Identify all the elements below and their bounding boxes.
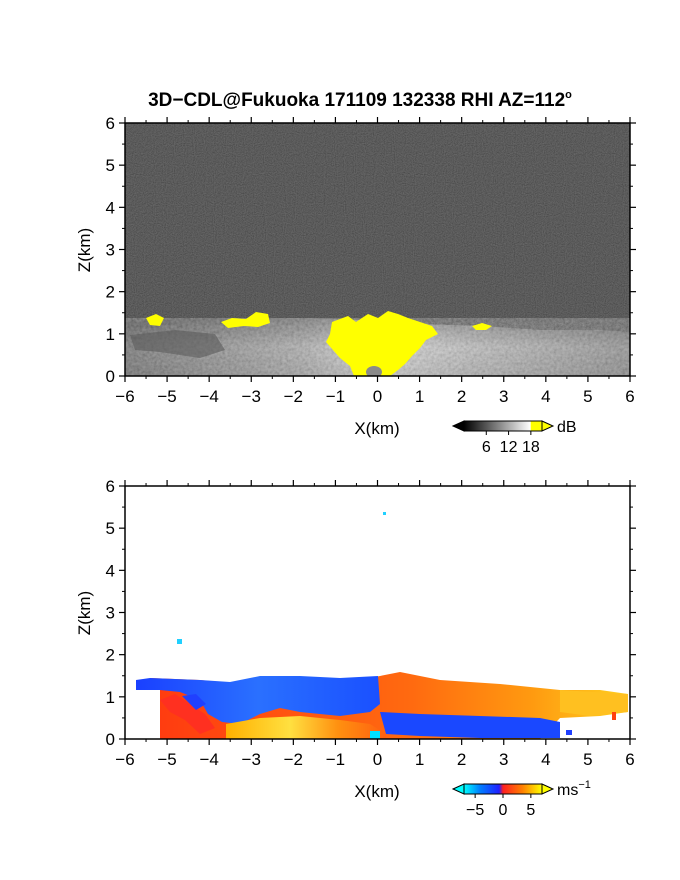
cyan-speck-high	[177, 639, 182, 644]
reflectivity-colorbar-unit: dB	[557, 419, 577, 436]
figure-title: 3D−CDL@Fukuoka 171109 132338 RHI AZ=112o	[148, 89, 572, 111]
negative-velocity-region	[136, 676, 380, 724]
reflectivity-xtick-label: −6	[115, 387, 134, 406]
title-degree-sup: o	[565, 89, 572, 101]
velocity-axes: −6 −5 −4 −3 −2 −1 0 1 2 3 4 5 6 0 1 2 3 4 5 6	[106, 477, 636, 769]
reflectivity-xtick-label: −2	[284, 387, 303, 406]
reflectivity-heatmap	[125, 123, 630, 376]
velocity-colorbar-max-arrow	[541, 783, 555, 795]
reflectivity-colorbar: 6 12 18 dB	[451, 419, 577, 456]
radar-site-gray	[366, 366, 382, 376]
velocity-xtick-label: 1	[415, 750, 424, 769]
left-echo-dark	[130, 330, 225, 358]
reflectivity-colorbar-tick-label: 6	[482, 439, 491, 456]
cyan-speck-surface	[370, 731, 380, 739]
reflectivity-ytick-label: 4	[106, 198, 115, 217]
velocity-colorbar: −5 0 5 ms−1	[451, 779, 591, 819]
negative-velocity-lower	[380, 712, 560, 738]
reflectivity-colorbar-max-arrow	[541, 420, 555, 432]
velocity-xtick-label: 2	[457, 750, 466, 769]
reflectivity-ytick-label: 6	[106, 114, 115, 133]
velocity-colorbar-tick-label: 0	[499, 802, 508, 819]
blue-speck-right	[566, 730, 572, 735]
mixed-velocity-left	[160, 694, 215, 734]
velocity-xtick-label: −1	[326, 750, 345, 769]
velocity-xtick-label: −6	[115, 750, 134, 769]
velocity-xtick-label: 3	[499, 750, 508, 769]
reflectivity-xtick-label: 6	[625, 387, 634, 406]
velocity-xtick-label: −2	[284, 750, 303, 769]
positive-velocity-top-right	[560, 690, 628, 716]
velocity-colorbar-unit-base: ms	[557, 782, 578, 799]
reflectivity-xtick-label: 0	[373, 387, 382, 406]
velocity-colorbar-unit: ms−1	[557, 779, 591, 799]
high-reflectivity-core	[326, 311, 438, 376]
reflectivity-xtick-label: 1	[415, 387, 424, 406]
velocity-colorbar-tick-label: 5	[526, 802, 535, 819]
reflectivity-ytick-label: 3	[106, 241, 115, 260]
velocity-colorbar-bar	[463, 783, 543, 795]
velocity-colorbar-ticks: −5 0 5	[466, 794, 535, 819]
reflectivity-ylabel: Z(km)	[75, 228, 94, 272]
reflectivity-colorbar-bar	[463, 420, 543, 432]
reflectivity-axes: −6 −5 −4 −3 −2 −1 0 1 2 3 4 5 6 0 1 2 3 4 5 6	[106, 114, 636, 406]
yellow-patch-mid	[221, 312, 270, 328]
velocity-xtick-label: −3	[242, 750, 261, 769]
velocity-colorbar-tick-label: −5	[466, 802, 484, 819]
reflectivity-colorbar-tick-label: 18	[522, 439, 540, 456]
yellow-patch-right	[472, 323, 492, 330]
velocity-ytick-label: 4	[106, 561, 115, 580]
figure-title-text: 3D−CDL@Fukuoka 171109 132338 RHI AZ=112	[148, 90, 565, 111]
velocity-panel: −6 −5 −4 −3 −2 −1 0 1 2 3 4 5 6 0 1 2 3 4 5 6 X(km) Z(km) −…	[75, 477, 636, 819]
reflectivity-xtick-label: −1	[326, 387, 345, 406]
reflectivity-xtick-label: −3	[242, 387, 261, 406]
reflectivity-xtick-label: −5	[157, 387, 176, 406]
velocity-xtick-label: 6	[625, 750, 634, 769]
velocity-colorbar-unit-exp: −1	[578, 779, 591, 791]
reflectivity-ytick-label: 5	[106, 156, 115, 175]
reflectivity-xlabel: X(km)	[354, 419, 399, 438]
reflectivity-xtick-label: 4	[541, 387, 550, 406]
reflectivity-colorbar-tick-label: 12	[500, 439, 518, 456]
velocity-ytick-label: 1	[106, 688, 115, 707]
yellow-patch-left	[146, 314, 164, 326]
reflectivity-ytick-label: 2	[106, 283, 115, 302]
velocity-xlabel: X(km)	[354, 782, 399, 801]
cyan-speck-top	[383, 512, 386, 515]
velocity-xtick-label: 0	[373, 750, 382, 769]
velocity-colorbar-min-arrow	[451, 783, 465, 795]
velocity-ylabel: Z(km)	[75, 591, 94, 635]
velocity-ytick-label: 0	[106, 730, 115, 749]
velocity-ytick-label: 5	[106, 519, 115, 538]
near-surface-velocity	[226, 716, 386, 739]
velocity-xtick-label: 4	[541, 750, 550, 769]
reflectivity-ytick-label: 1	[106, 325, 115, 344]
velocity-heatmap	[125, 486, 630, 739]
reflectivity-xtick-label: 2	[457, 387, 466, 406]
red-speck-right	[612, 712, 616, 720]
reflectivity-colorbar-min-arrow	[451, 420, 465, 432]
velocity-xtick-label: −5	[157, 750, 176, 769]
reflectivity-xtick-label: 3	[499, 387, 508, 406]
reflectivity-xtick-label: −4	[199, 387, 218, 406]
reflectivity-xtick-label: 5	[583, 387, 592, 406]
velocity-ytick-label: 2	[106, 646, 115, 665]
velocity-xtick-label: −4	[199, 750, 218, 769]
velocity-xtick-label: 5	[583, 750, 592, 769]
reflectivity-colorbar-ticks: 6 12 18	[482, 431, 540, 456]
velocity-ytick-label: 3	[106, 604, 115, 623]
reflectivity-ytick-label: 0	[106, 367, 115, 386]
velocity-ytick-label: 6	[106, 477, 115, 496]
mixed-velocity-left-blue	[182, 694, 206, 710]
